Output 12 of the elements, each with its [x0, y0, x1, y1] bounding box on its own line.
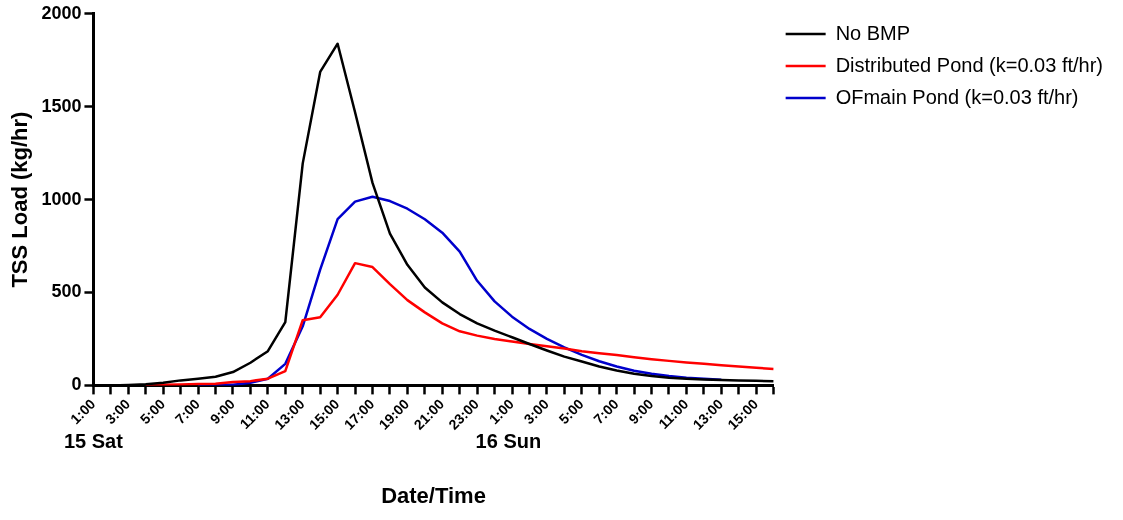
legend-label: Distributed Pond (k=0.03 ft/hr) [835, 53, 1104, 76]
text: 16 Sun [475, 429, 542, 452]
legend-label: OFmain Pond (k=0.03 ft/hr) [835, 85, 1079, 108]
x-axis-title: Date/Time [381, 482, 486, 508]
y-tick-label: 500 [51, 281, 82, 302]
text: 15 Sat [63, 429, 124, 452]
legend-label: No BMP [835, 21, 911, 44]
y-tick-label: 1000 [41, 188, 82, 209]
y-tick-label: 1500 [41, 95, 82, 116]
y-axis-title: TSS Load (kg/hr) [7, 111, 33, 288]
y-tick-label: 0 [71, 374, 82, 395]
y-tick-label: 2000 [41, 2, 82, 23]
